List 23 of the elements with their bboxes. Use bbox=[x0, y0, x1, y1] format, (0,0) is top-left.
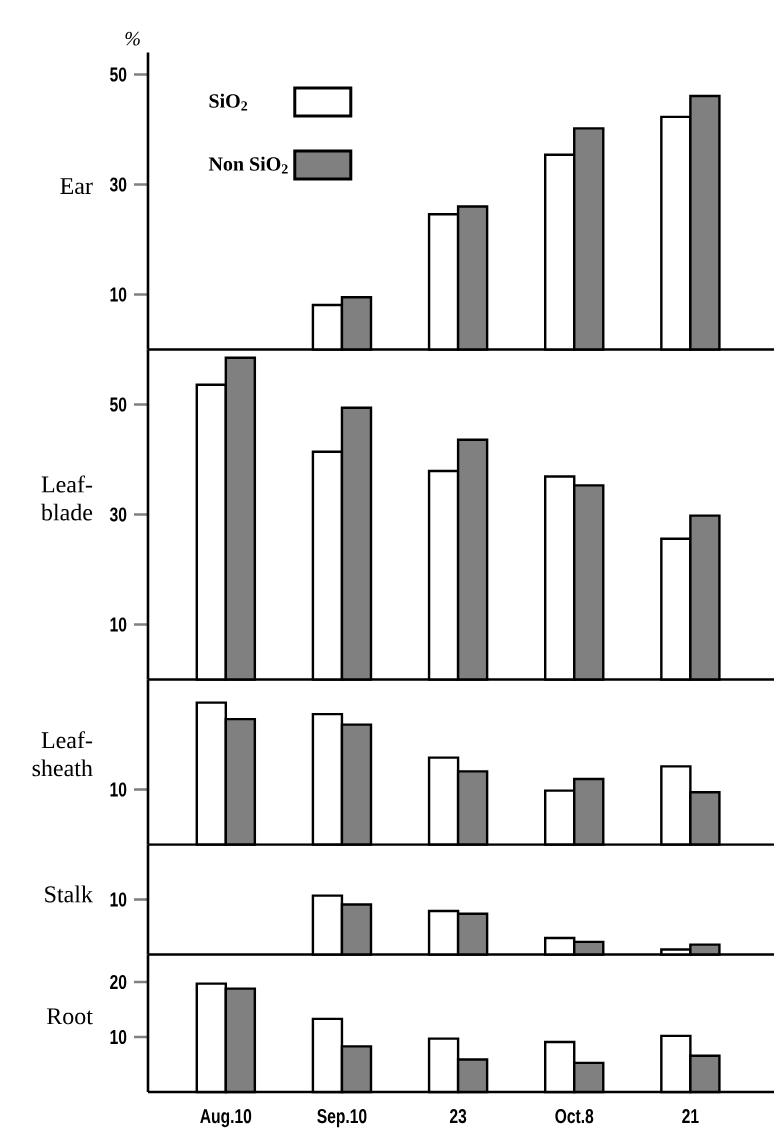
y-tick-label: 50 bbox=[110, 397, 127, 412]
y-tick-label: 10 bbox=[110, 782, 127, 797]
y-tick-label: 10 bbox=[110, 892, 127, 907]
y-axis-title: Root bbox=[46, 1008, 93, 1025]
y-tick-label: 10 bbox=[110, 1029, 127, 1045]
y-tick-label: 30 bbox=[109, 507, 127, 522]
y-tick-label: 10 bbox=[110, 287, 127, 302]
x-tick-label: Sep.10 bbox=[317, 1109, 367, 1128]
x-tick-label: Oct.8 bbox=[555, 1109, 594, 1124]
y-tick-label: 30 bbox=[109, 177, 127, 192]
text: % bbox=[125, 31, 140, 46]
x-tick-label: 21 bbox=[682, 1109, 699, 1124]
y-tick-label: 50 bbox=[110, 67, 127, 82]
y-axis-title: Ear bbox=[60, 178, 93, 195]
y-tick-label: 10 bbox=[110, 617, 127, 632]
y-tick-label: 20 bbox=[110, 974, 127, 990]
y-axis-title: Stalk bbox=[45, 885, 93, 903]
x-tick-label: 23 bbox=[449, 1109, 467, 1124]
x-tick-label: Aug.10 bbox=[200, 1109, 252, 1128]
legend-label: Non SiO$_{2}$ bbox=[208, 156, 288, 174]
y-axis-title: Leaf-sheath bbox=[32, 731, 93, 777]
legend-label: SiO$_{2}$ bbox=[209, 93, 248, 111]
y-axis-title: Leaf-blade bbox=[40, 475, 93, 521]
